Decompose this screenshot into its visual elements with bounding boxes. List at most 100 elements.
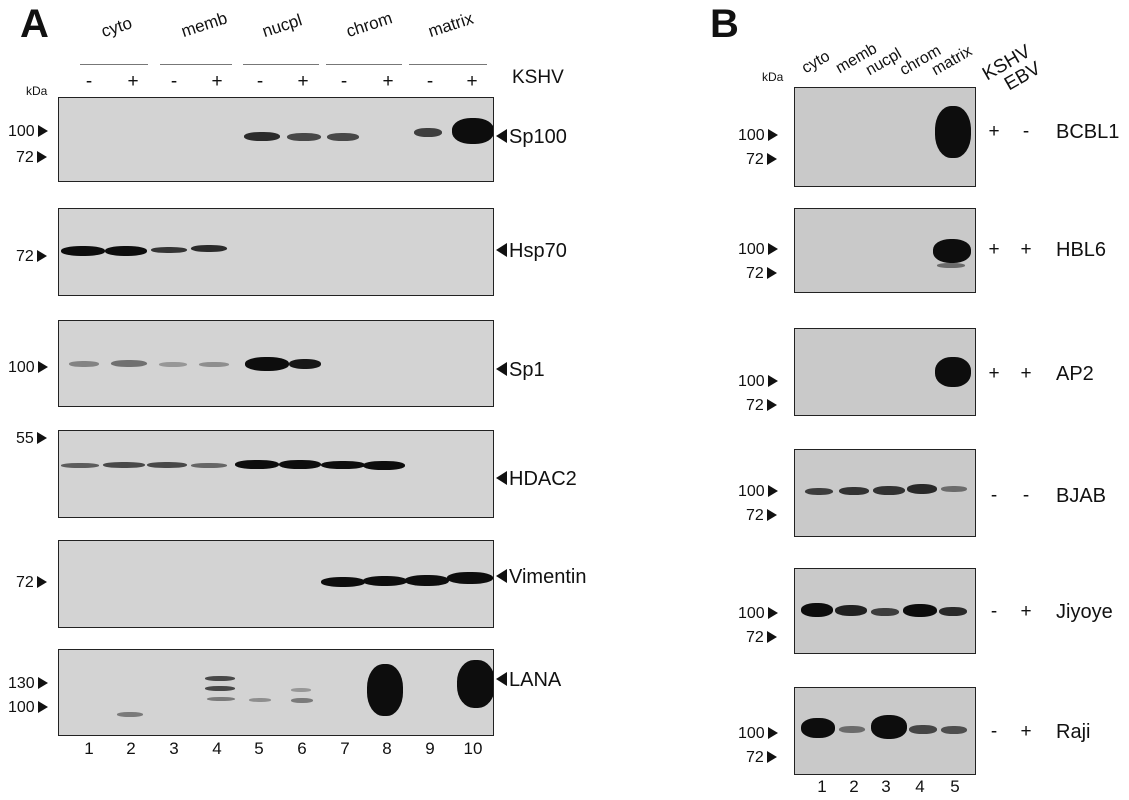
- ebv-status: -: [1022, 121, 1030, 142]
- kshv-sign: +: [382, 71, 394, 92]
- fraction-underline: [409, 64, 487, 65]
- mw-marker: 100: [738, 606, 778, 622]
- lane-number: 9: [425, 739, 435, 758]
- arrow-left-icon: [496, 243, 507, 257]
- blot-ap2: [794, 328, 976, 416]
- blot-hsp70: [58, 208, 494, 296]
- kshv-sign: -: [340, 71, 348, 92]
- kshv-status: +: [988, 363, 1000, 384]
- mw-marker: 100: [8, 700, 48, 716]
- mw-marker: 100: [738, 374, 778, 390]
- mw-marker: 130: [8, 676, 48, 692]
- panel-a-letter: A: [20, 2, 49, 46]
- kshv-row-label: KSHV: [512, 67, 564, 88]
- mw-marker: 100: [738, 242, 778, 258]
- mw-marker: 100: [738, 726, 778, 742]
- kshv-sign: +: [127, 71, 139, 92]
- lane-number: 8: [382, 739, 392, 758]
- kshv-status: -: [990, 721, 998, 742]
- kshv-status: +: [988, 239, 1000, 260]
- fraction-header-cyto: cyto: [98, 13, 135, 42]
- blot-sp100: [58, 97, 494, 182]
- kshv-sign: -: [85, 71, 93, 92]
- blot-label-sp100: Sp100: [496, 127, 567, 147]
- mw-marker: 72: [746, 750, 777, 766]
- marker-arrow-icon: [36, 151, 47, 163]
- mw-marker: 72: [16, 150, 47, 166]
- cell-line-label: BJAB: [1056, 485, 1107, 507]
- kshv-sign: +: [211, 71, 223, 92]
- panel-b-letter: B: [710, 2, 739, 46]
- arrow-left-icon: [496, 672, 507, 686]
- ebv-status: +: [1020, 601, 1032, 622]
- fraction-underline: [80, 64, 148, 65]
- blot-hbl6: [794, 208, 976, 293]
- lane-number: 5: [254, 739, 264, 758]
- cell-line-label: BCBL1: [1056, 121, 1120, 143]
- marker-arrow-icon: [36, 576, 47, 588]
- kda-label: kDa: [26, 84, 48, 98]
- kshv-sign: -: [256, 71, 264, 92]
- fraction-header-chrom: chrom: [343, 8, 395, 42]
- mw-marker: 72: [746, 508, 777, 524]
- lane-number: 3: [169, 739, 179, 758]
- kda-label: kDa: [762, 70, 784, 84]
- marker-arrow-icon: [766, 631, 777, 643]
- lane-number: 6: [297, 739, 307, 758]
- ebv-status: +: [1020, 363, 1032, 384]
- kshv-status: +: [988, 121, 1000, 142]
- blot-sp1: [58, 320, 494, 407]
- blot-hdac2: [58, 430, 494, 518]
- mw-marker: 100: [738, 128, 778, 144]
- lane-number: 5: [950, 777, 960, 796]
- blot-label-vimentin: Vimentin: [496, 567, 586, 587]
- fraction-underline: [243, 64, 319, 65]
- arrow-left-icon: [496, 129, 507, 143]
- mw-marker: 55: [16, 431, 47, 447]
- marker-arrow-icon: [37, 125, 48, 137]
- mw-marker: 72: [746, 152, 777, 168]
- mw-marker: 100: [8, 360, 48, 376]
- lane-number: 4: [212, 739, 222, 758]
- mw-marker: 100: [738, 484, 778, 500]
- mw-marker: 72: [746, 266, 777, 282]
- lane-number: 3: [881, 777, 891, 796]
- ebv-status: +: [1020, 721, 1032, 742]
- kshv-status: -: [990, 485, 998, 506]
- marker-arrow-icon: [766, 751, 777, 763]
- blot-label-sp1: Sp1: [496, 360, 545, 380]
- fraction-underline: [326, 64, 402, 65]
- ebv-status: -: [1022, 485, 1030, 506]
- marker-arrow-icon: [767, 485, 778, 497]
- kshv-sign: +: [466, 71, 478, 92]
- kshv-sign: -: [170, 71, 178, 92]
- lane-number: 7: [340, 739, 350, 758]
- blot-vimentin: [58, 540, 494, 628]
- kshv-sign: -: [426, 71, 434, 92]
- mw-marker: 72: [746, 630, 777, 646]
- marker-arrow-icon: [37, 701, 48, 713]
- fraction-header-memb: memb: [178, 8, 230, 42]
- blot-label-hsp70: Hsp70: [496, 241, 567, 261]
- marker-arrow-icon: [767, 607, 778, 619]
- arrow-left-icon: [496, 362, 507, 376]
- lane-number: 1: [817, 777, 827, 796]
- fraction-header-matrix: matrix: [425, 8, 476, 42]
- marker-arrow-icon: [766, 153, 777, 165]
- arrow-left-icon: [496, 569, 507, 583]
- fraction-header-cyto: cyto: [799, 47, 833, 78]
- mw-marker: 100: [8, 124, 48, 140]
- blot-label-lana: LANA: [496, 670, 561, 690]
- fraction-underline: [160, 64, 232, 65]
- blot-lana: [58, 649, 494, 736]
- blot-raji: [794, 687, 976, 775]
- cell-line-label: Raji: [1056, 721, 1091, 743]
- marker-arrow-icon: [767, 243, 778, 255]
- ebv-status: +: [1020, 239, 1032, 260]
- blot-bjab: [794, 449, 976, 537]
- lane-number: 2: [849, 777, 859, 796]
- marker-arrow-icon: [767, 727, 778, 739]
- cell-line-label: AP2: [1056, 363, 1094, 385]
- marker-arrow-icon: [767, 375, 778, 387]
- arrow-left-icon: [496, 471, 507, 485]
